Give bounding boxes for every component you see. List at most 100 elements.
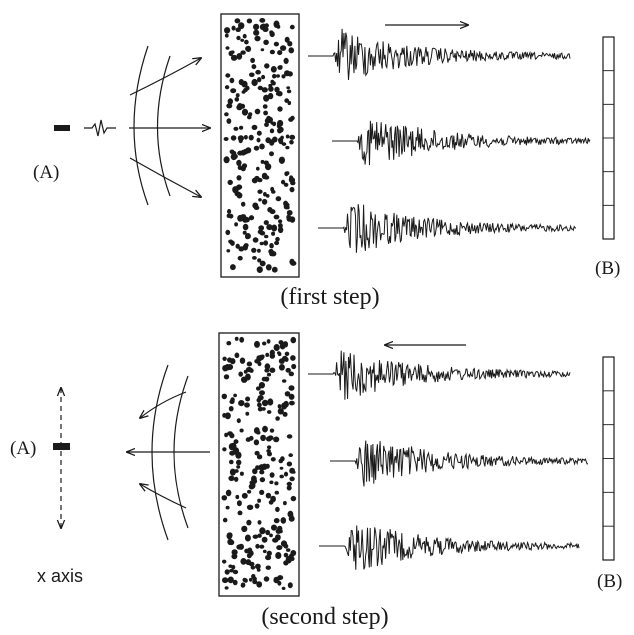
scatterer-dot: [256, 137, 261, 143]
scatterer-dot: [254, 359, 260, 364]
scatterer-dot: [237, 103, 243, 110]
transducer-array-first: [602, 36, 615, 240]
scatterer-dot: [238, 22, 245, 30]
scatterer-dot: [246, 519, 252, 526]
scatterer-dot: [275, 196, 282, 202]
scattering-medium-first: [220, 13, 300, 278]
scatterer-dot: [222, 577, 229, 584]
scatterer-dot: [245, 233, 251, 240]
scatterer-dot: [277, 580, 282, 586]
scatterer-dot: [273, 41, 279, 47]
scattering-medium-second: [218, 332, 300, 597]
scatterer-dot: [255, 563, 261, 570]
scatterer-dot: [274, 481, 279, 486]
scatterer-dot: [252, 534, 259, 539]
scatterer-dot: [263, 240, 269, 246]
scatterer-dot: [269, 128, 275, 134]
scatterer-dot: [239, 357, 246, 364]
scatterer-dot: [254, 108, 261, 115]
scatterer-dot: [229, 459, 234, 465]
scatterer-dot: [262, 104, 268, 109]
scatterer-dot: [255, 386, 261, 391]
scatterer-dot: [226, 213, 231, 218]
scatterer-dot: [230, 135, 237, 141]
scatterer-dot: [240, 38, 245, 42]
array-label-second: (B): [597, 571, 623, 592]
scatterer-dot: [241, 90, 246, 94]
array-label-first: (B): [595, 258, 621, 279]
scatterer-dot: [271, 266, 278, 273]
scatterer-dot: [271, 231, 276, 236]
scatterer-dot: [236, 35, 241, 41]
scatterer-dot: [278, 458, 284, 464]
source-bar-icon: [54, 125, 70, 131]
scatterer-dot: [241, 80, 248, 88]
scatterer-dot: [287, 582, 293, 589]
scatterer-dot: [256, 430, 261, 435]
scatterer-dot: [277, 91, 283, 97]
scatterer-dot: [224, 33, 229, 38]
scatterer-dot: [284, 357, 289, 362]
scatterer-dot: [239, 428, 244, 433]
scatterer-dot: [257, 248, 261, 253]
scatterer-dot: [275, 416, 280, 421]
scatterer-dot: [259, 544, 265, 549]
scatterer-dot: [224, 85, 230, 90]
scatterer-dot: [251, 573, 256, 580]
scatterer-dot: [245, 559, 252, 566]
signal-trace-second-2: [330, 440, 589, 487]
scatterer-dot: [274, 490, 279, 495]
scatterer-dot: [285, 145, 290, 150]
scatterer-dot: [224, 569, 230, 575]
scatterer-dot: [228, 475, 235, 482]
scatterer-dot: [259, 489, 265, 495]
scatterer-dot: [272, 73, 277, 79]
scatterer-dot: [280, 45, 287, 51]
scatterer-dot: [277, 352, 282, 357]
scatterer-dot: [245, 147, 252, 154]
scatterer-dot: [277, 526, 282, 531]
scatterer-dot: [222, 517, 228, 523]
scatterer-dot: [259, 241, 264, 246]
scatterer-dot: [245, 45, 252, 53]
scatterer-dot: [249, 72, 255, 78]
scatterer-dot: [278, 364, 285, 371]
scatterer-dot: [290, 336, 297, 344]
scatterer-dot: [240, 582, 246, 588]
scatterer-dot: [288, 385, 295, 391]
scatterer-dot: [244, 534, 251, 542]
scatterer-dot: [287, 41, 293, 47]
scatterer-dot: [285, 367, 291, 373]
scatterer-dot: [227, 576, 234, 584]
scatterer-dot: [236, 53, 243, 60]
scatterer-dot: [228, 406, 234, 412]
scatterer-dot: [265, 436, 272, 442]
scatterer-dot: [236, 465, 241, 469]
scatterer-dot: [257, 406, 263, 412]
scatterer-dot: [238, 543, 245, 550]
scatterer-dot: [283, 471, 289, 477]
beam-arrow-lower: [140, 484, 187, 509]
scatterer-dot: [262, 341, 267, 346]
scatterer-dot: [257, 258, 262, 263]
scatterer-dot: [249, 368, 254, 373]
scatterer-dot: [257, 85, 263, 91]
wavefront-arc-inner: [133, 45, 149, 206]
scatterer-dot: [265, 137, 272, 144]
scatterer-dot: [222, 356, 227, 361]
scatterer-dot: [256, 130, 262, 136]
scatterer-dot: [236, 159, 242, 166]
scatterer-dot: [278, 156, 285, 164]
scatterer-dot: [222, 447, 227, 452]
scatterer-dot: [269, 533, 273, 538]
scatterer-dot: [265, 554, 272, 561]
scatterer-dot: [228, 50, 234, 57]
scatterer-dot: [226, 249, 231, 253]
scatterer-dot: [273, 518, 280, 524]
scatterer-dot: [225, 46, 230, 50]
scatterer-dot: [277, 408, 284, 415]
scatterer-dot: [281, 142, 287, 146]
scatterer-dot: [258, 464, 265, 471]
scatterer-dot: [248, 550, 254, 557]
signal-trace-second-1: [308, 350, 571, 400]
